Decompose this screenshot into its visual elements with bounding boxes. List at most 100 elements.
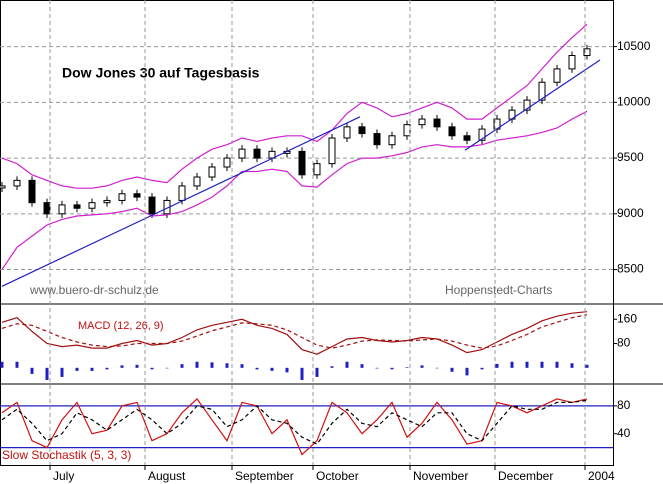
histogram-bar xyxy=(345,361,349,368)
candle-body xyxy=(43,202,51,215)
candle-body xyxy=(178,185,186,201)
candle-body xyxy=(28,179,36,204)
candle-body xyxy=(208,166,216,178)
histogram-bar xyxy=(480,367,484,370)
histogram-bar xyxy=(255,367,259,370)
histogram-bar xyxy=(585,364,589,368)
y-tick-label: 8500 xyxy=(617,262,644,276)
candle-body xyxy=(313,163,321,176)
series-line xyxy=(1,311,588,355)
histogram-bar xyxy=(195,361,199,368)
histogram-bar xyxy=(150,367,154,370)
candle-body xyxy=(583,48,591,57)
histogram-bar xyxy=(120,365,124,368)
histogram-bar xyxy=(135,364,139,368)
series-line xyxy=(1,110,588,270)
histogram-bar xyxy=(0,361,4,368)
histogram-bar xyxy=(465,367,469,376)
candle-body xyxy=(433,118,441,128)
candle-body xyxy=(88,202,96,209)
x-tick-label: December xyxy=(498,469,553,483)
histogram-bar xyxy=(495,363,499,368)
histogram-bar xyxy=(315,367,319,377)
candle-body xyxy=(358,126,366,135)
y-tick-label: 80 xyxy=(617,336,631,350)
histogram-bar xyxy=(330,366,334,368)
histogram-bar xyxy=(270,367,274,371)
x-tick-label: November xyxy=(413,469,468,483)
histogram-bar xyxy=(15,361,19,368)
candle-body xyxy=(193,176,201,187)
annotation: www.buero-dr-schulz.de xyxy=(29,283,159,297)
candle-body xyxy=(463,135,471,141)
y-tick-label: 10500 xyxy=(617,39,651,53)
candle-body xyxy=(403,124,411,137)
histogram-bar xyxy=(180,364,184,368)
candle-body xyxy=(568,55,576,70)
histogram-bar xyxy=(525,361,529,368)
candle-body xyxy=(298,150,306,176)
candle-body xyxy=(238,148,246,159)
candle-body xyxy=(448,126,456,137)
y-tick-label: 9000 xyxy=(617,206,644,220)
chart-title: Slow Stochastik (5, 3, 3) xyxy=(2,448,131,462)
candle-body xyxy=(223,157,231,168)
histogram-bar xyxy=(540,361,544,368)
candle-body xyxy=(133,193,141,198)
histogram-bar xyxy=(45,367,49,380)
chart-title: Dow Jones 30 auf Tagesbasis xyxy=(62,65,260,81)
y-tick-label: 40 xyxy=(617,426,631,440)
histogram-bar xyxy=(165,367,169,369)
candle-body xyxy=(58,204,66,215)
y-tick-label: 9500 xyxy=(617,150,644,164)
histogram-bar xyxy=(60,367,64,377)
candle-body xyxy=(118,193,126,201)
candle-body xyxy=(13,179,21,187)
histogram-bar xyxy=(375,367,379,369)
series-line xyxy=(1,23,588,189)
trend-line xyxy=(464,59,601,151)
histogram-bar xyxy=(285,367,289,373)
histogram-bar xyxy=(555,361,559,368)
histogram-bar xyxy=(390,367,394,370)
candle-body xyxy=(373,133,381,146)
candle-body xyxy=(103,199,111,204)
candle-body xyxy=(0,185,6,189)
x-tick-label: October xyxy=(316,469,359,483)
series-line xyxy=(1,397,588,456)
x-tick-label: 2004 xyxy=(588,469,615,483)
histogram-bar xyxy=(450,367,454,372)
y-tick-label: 10000 xyxy=(617,95,651,109)
histogram-bar xyxy=(570,363,574,368)
plot-frame xyxy=(0,0,614,466)
histogram-bar xyxy=(510,361,514,368)
y-tick-label: 80 xyxy=(617,398,631,412)
candle-body xyxy=(253,148,261,159)
histogram-bar xyxy=(240,364,244,368)
histogram-bar xyxy=(360,364,364,368)
candle-body xyxy=(343,126,351,139)
series-line xyxy=(1,399,588,445)
series-line xyxy=(1,314,588,349)
candle-body xyxy=(73,204,81,209)
histogram-bar xyxy=(300,367,304,380)
histogram-bar xyxy=(435,367,439,369)
candle-body xyxy=(328,137,336,165)
x-tick-label: September xyxy=(235,469,294,483)
x-tick-label: August xyxy=(148,469,186,483)
candle-body xyxy=(538,81,546,101)
candle-body xyxy=(388,135,396,146)
candle-body xyxy=(553,68,561,83)
histogram-bar xyxy=(75,367,79,371)
chart-title: MACD (12, 26, 9) xyxy=(78,320,164,332)
histogram-bar xyxy=(105,367,109,370)
candle-body xyxy=(478,128,486,141)
candle-body xyxy=(418,118,426,126)
y-tick-label: 160 xyxy=(617,311,637,325)
histogram-bar xyxy=(210,362,214,368)
candle-body xyxy=(148,196,156,215)
x-tick-label: July xyxy=(53,469,74,483)
histogram-bar xyxy=(225,363,229,368)
